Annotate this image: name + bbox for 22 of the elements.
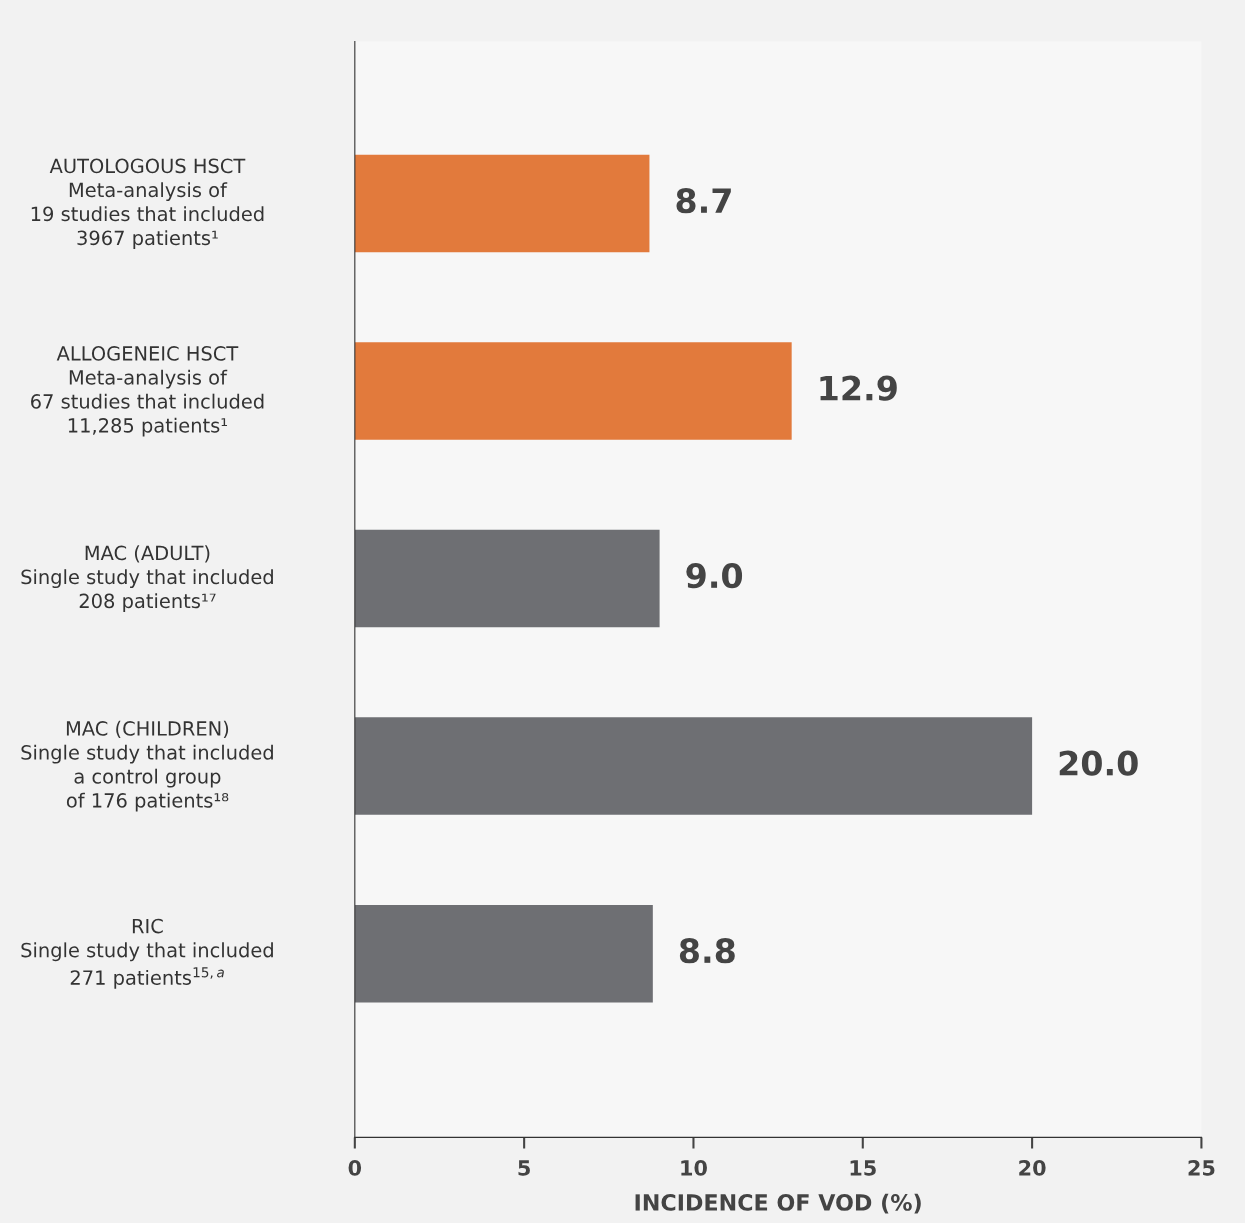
x-tick-label: 10 bbox=[681, 1159, 707, 1176]
data-label: 8.8 bbox=[679, 938, 735, 964]
y-tick-label: AUTOLOGOUS HSCT Meta-analysis of 19 studies that included 3967 patients¹ bbox=[31, 158, 264, 249]
data-label: 9.0 bbox=[686, 563, 743, 589]
bar bbox=[354, 717, 1033, 815]
x-tick-label: 5 bbox=[518, 1160, 530, 1176]
x-tick-label: 15 bbox=[850, 1160, 876, 1176]
bar bbox=[354, 342, 792, 440]
y-tick-label: RIC Single study that included 271 patients$^{15,a}$ bbox=[21, 918, 273, 989]
y-tick-label: MAC (ADULT) Single study that included 208 patients¹⁷ bbox=[21, 545, 273, 613]
x-tick-label: 25 bbox=[1188, 1159, 1215, 1176]
bar bbox=[354, 904, 653, 1003]
x-tick-label: 20 bbox=[1019, 1159, 1046, 1176]
x-tick-label: 0 bbox=[348, 1159, 362, 1176]
x-axis-title: INCIDENCE OF VOD (%) bbox=[635, 1193, 921, 1214]
data-label: 8.7 bbox=[676, 188, 731, 214]
y-tick-label: MAC (CHILDREN) Single study that included a control group of 176 patients¹⁸ bbox=[21, 720, 273, 812]
data-label: 12.9 bbox=[820, 375, 897, 401]
data-label: 20.0 bbox=[1059, 750, 1138, 776]
y-tick-label: ALLOGENEIC HSCT Meta-analysis of 67 studies that included 11,285 patients¹ bbox=[31, 346, 264, 437]
bar bbox=[354, 529, 660, 628]
bar bbox=[354, 154, 650, 253]
